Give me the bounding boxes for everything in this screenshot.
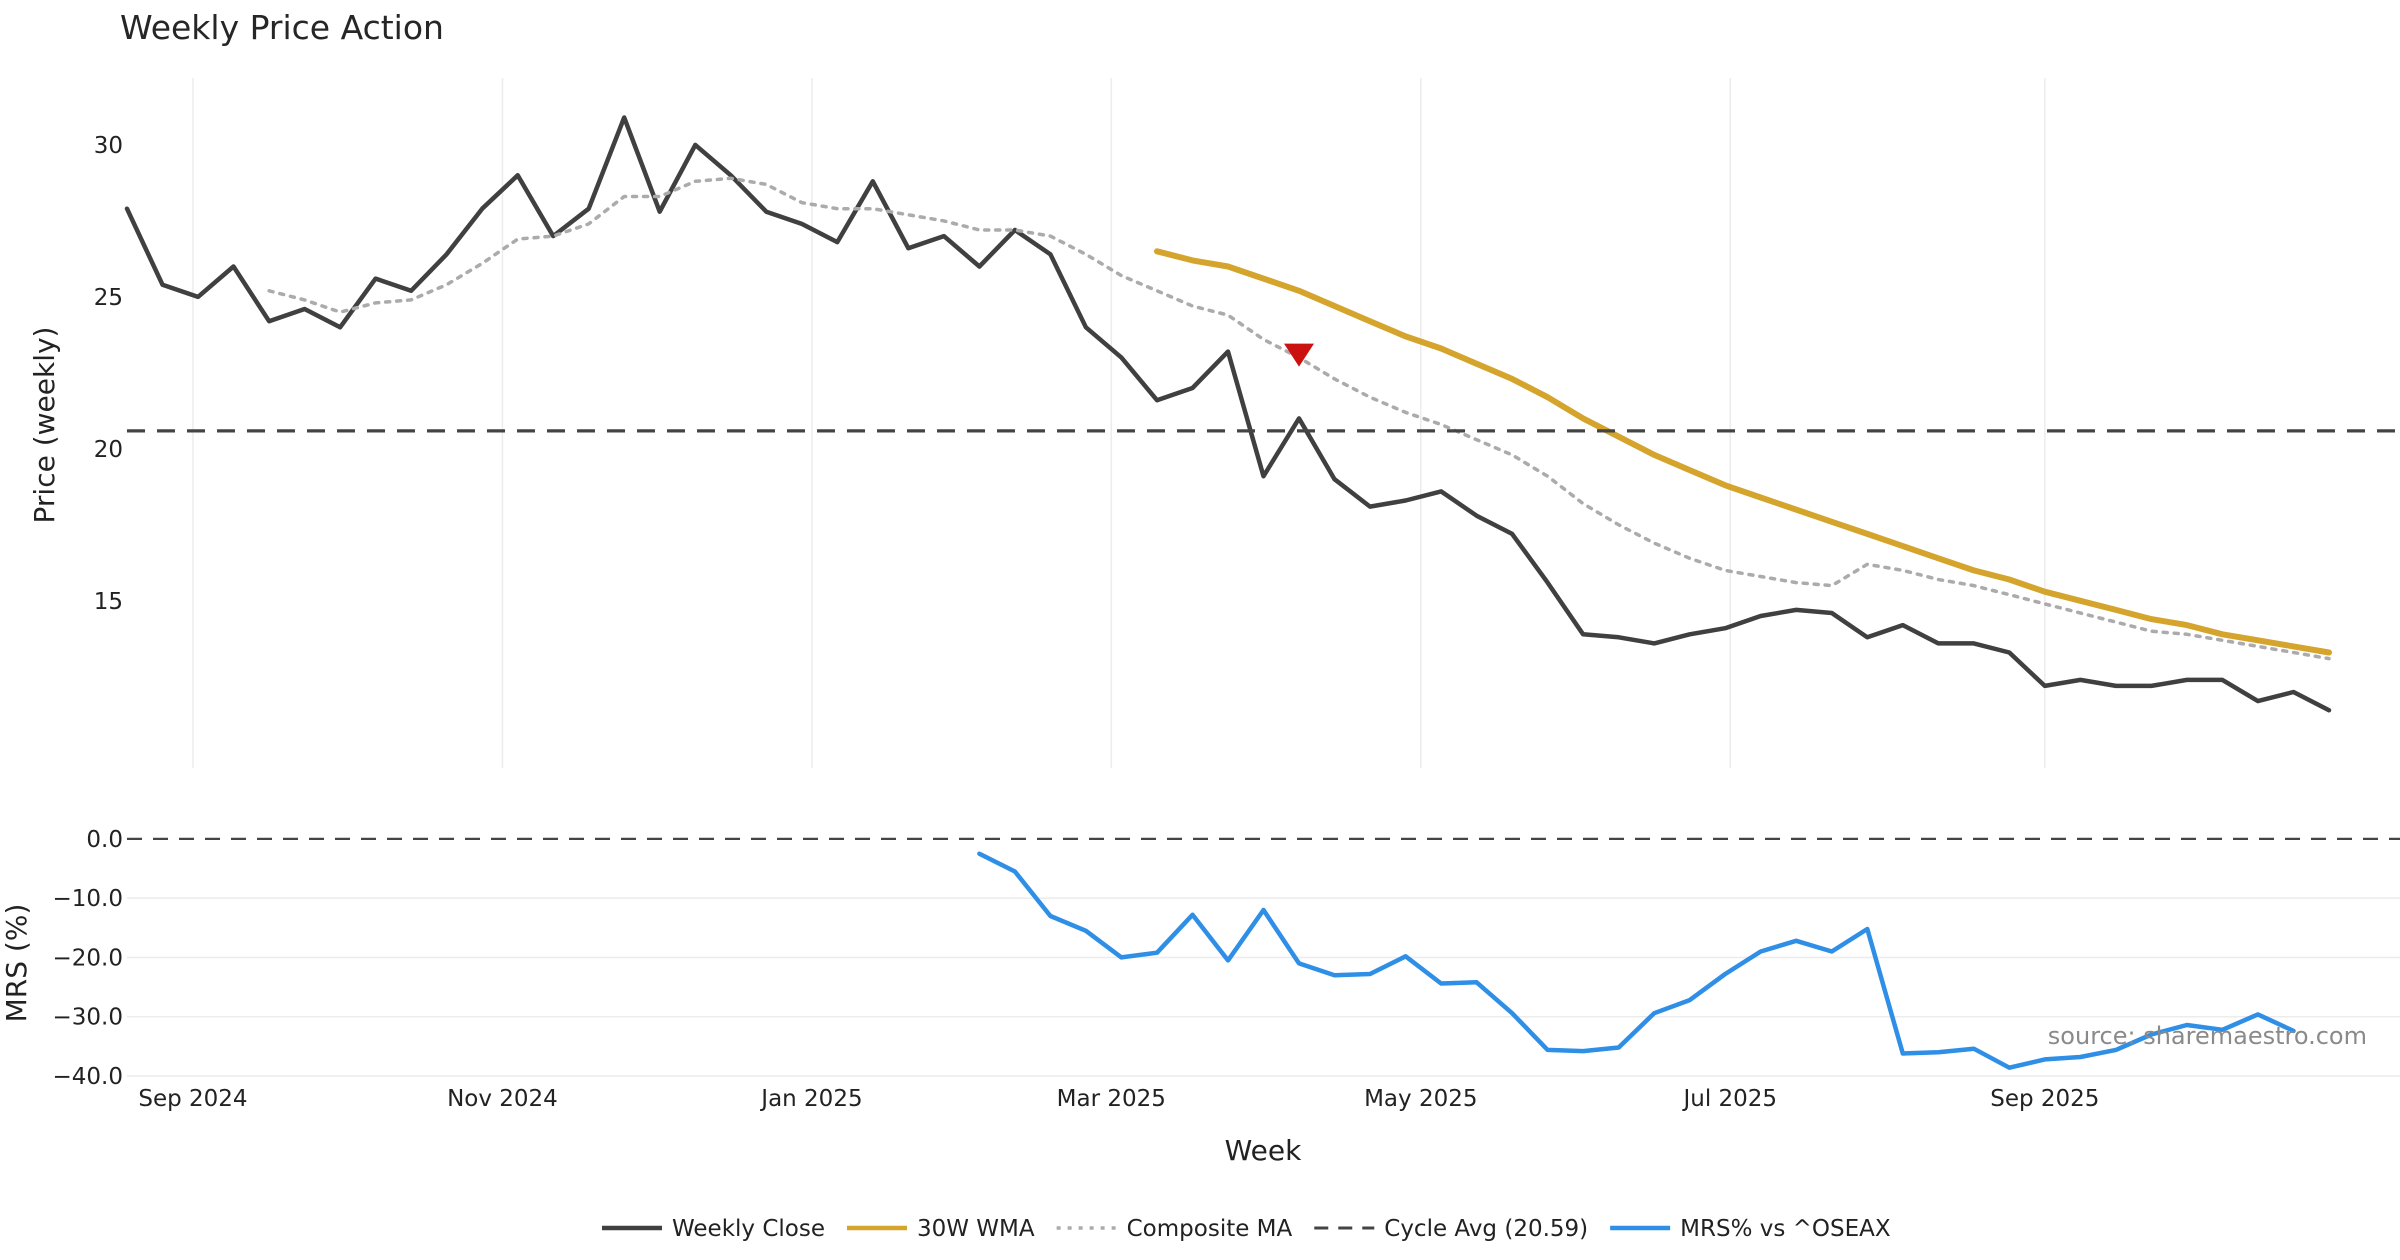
source-note: source: sharemaestro.com: [2048, 1022, 2367, 1050]
x-tick-label-sep-2025: Sep 2025: [1990, 1086, 2099, 1112]
chart-title: Weekly Price Action: [120, 8, 444, 47]
x-axis-title: Week: [1225, 1134, 1302, 1167]
30w-wma-line: [1154, 248, 2332, 656]
x-tick-label-mar-2025: Mar 2025: [1057, 1086, 1166, 1112]
legend-label-weekly-close: Weekly Close: [672, 1216, 825, 1242]
mrs-line: [977, 851, 2296, 1070]
mrs-y-tick-4: −40.0: [53, 1064, 123, 1090]
price-y-tick-20: 20: [94, 437, 123, 463]
mrs-gridlines: [127, 837, 2400, 1077]
legend-label-mrs-vs-oseax: MRS% vs ^OSEAX: [1680, 1216, 1891, 1242]
weekly-close-line: [124, 115, 2332, 713]
price-panel: 15 20 25 30: [94, 78, 2400, 768]
mrs-y-tick-0: 0.0: [86, 827, 123, 853]
price-y-ticks: 15 20 25 30: [94, 133, 123, 615]
price-series: [124, 115, 2400, 713]
legend-label-30w-wma: 30W WMA: [917, 1216, 1035, 1242]
legend: Weekly Close 30W WMA Composite MA Cycle Avg…: [602, 1216, 1891, 1242]
legend-label-cycle-avg-20-59: Cycle Avg (20.59): [1384, 1216, 1588, 1242]
x-tick-label-jan-2025: Jan 2025: [759, 1086, 862, 1112]
price-y-tick-30: 30: [94, 133, 123, 159]
x-axis-ticks: Sep 2024 Nov 2024 Jan 2025 Mar 2025 May 2025…: [138, 1086, 2099, 1112]
sell-signal-marker: [1284, 343, 1315, 367]
price-y-axis-title: Price (weekly): [28, 327, 61, 524]
x-tick-label-sep-2024: Sep 2024: [138, 1086, 247, 1112]
price-y-tick-25: 25: [94, 285, 123, 311]
mrs-y-tick-1: −10.0: [53, 886, 123, 912]
mrs-y-axis-title: MRS (%): [0, 904, 33, 1023]
mrs-y-tick-2: −20.0: [53, 945, 123, 971]
price-gridlines: [192, 78, 2046, 768]
price-y-tick-15: 15: [94, 589, 123, 615]
mrs-panel: 0.0 −10.0 −20.0 −30.0 −40.0: [53, 827, 2400, 1090]
legend-label-composite-ma: Composite MA: [1127, 1216, 1293, 1242]
x-tick-label-may-2025: May 2025: [1364, 1086, 1477, 1112]
x-tick-label-nov-2024: Nov 2024: [447, 1086, 558, 1112]
mrs-y-ticks: 0.0 −10.0 −20.0 −30.0 −40.0: [53, 827, 123, 1090]
mrs-y-tick-3: −30.0: [53, 1005, 123, 1031]
mrs-series: [977, 851, 2296, 1070]
x-tick-label-jul-2025: Jul 2025: [1681, 1086, 1777, 1112]
